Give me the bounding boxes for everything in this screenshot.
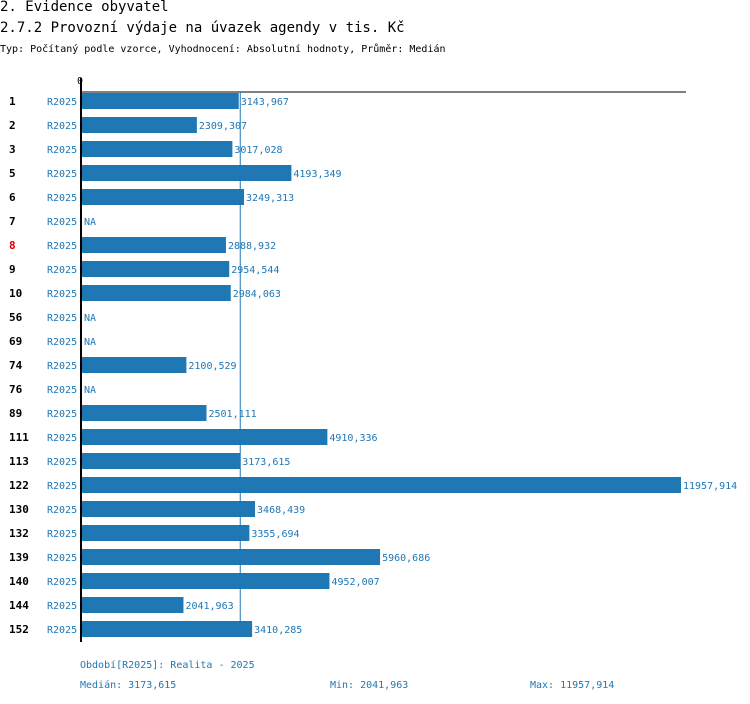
series-label: R2025	[47, 289, 77, 300]
bar-value-label: 2954,544	[231, 265, 279, 276]
period-legend: Období[R2025]: Realita - 2025	[80, 660, 255, 671]
category-label: 144	[9, 599, 29, 612]
bar-value-label: 2888,932	[228, 241, 276, 252]
bar-value-label: NA	[84, 217, 96, 228]
category-label: 56	[9, 311, 23, 324]
category-label: 130	[9, 503, 29, 516]
bar-value-label: 3468,439	[257, 505, 305, 516]
category-label: 6	[9, 191, 16, 204]
bar-value-label: 2041,963	[185, 601, 233, 612]
bar-value-label: 11957,914	[683, 481, 737, 492]
series-label: R2025	[47, 241, 77, 252]
bar-value-label: 2100,529	[188, 361, 236, 372]
bar-value-label: 3017,028	[234, 145, 282, 156]
median-summary: Medián: 3173,615	[80, 680, 177, 691]
bar	[81, 285, 231, 301]
bar-value-label: 4193,349	[293, 169, 341, 180]
series-label: R2025	[47, 217, 77, 228]
category-label: 74	[9, 359, 23, 372]
category-label: 111	[9, 431, 29, 444]
series-label: R2025	[47, 97, 77, 108]
series-label: R2025	[47, 529, 77, 540]
bar	[81, 93, 239, 109]
bar	[81, 117, 197, 133]
series-label: R2025	[47, 121, 77, 132]
bar-value-label: 2501,111	[208, 409, 256, 420]
min-summary: Min: 2041,963	[330, 680, 409, 691]
series-label: R2025	[47, 313, 77, 324]
series-label: R2025	[47, 193, 77, 204]
series-label: R2025	[47, 553, 77, 564]
category-label: 8	[9, 239, 16, 252]
category-label: 132	[9, 527, 29, 540]
bar	[81, 357, 187, 373]
bar	[81, 501, 256, 517]
category-label: 7	[9, 215, 16, 228]
bar	[81, 189, 245, 205]
bar	[81, 261, 230, 277]
series-label: R2025	[47, 337, 77, 348]
series-label: R2025	[47, 265, 77, 276]
bar	[81, 141, 233, 157]
series-label: R2025	[47, 577, 77, 588]
bar-value-label: 4910,336	[329, 433, 377, 444]
bar-value-label: 3355,694	[251, 529, 299, 540]
bar-value-label: NA	[84, 313, 96, 324]
series-label: R2025	[47, 505, 77, 516]
bar-value-label: 4952,007	[331, 577, 379, 588]
section-heading: 2. Evidence obyvatel	[0, 0, 169, 15]
bar-value-label: 3249,313	[246, 193, 294, 204]
bar-value-label: 5960,686	[382, 553, 430, 564]
category-label: 3	[9, 143, 16, 156]
bar	[81, 525, 250, 541]
category-label: 10	[9, 287, 22, 300]
bar	[81, 453, 241, 469]
series-label: R2025	[47, 601, 77, 612]
series-label: R2025	[47, 145, 77, 156]
series-label: R2025	[47, 457, 77, 468]
series-label: R2025	[47, 409, 77, 420]
bar	[81, 549, 381, 565]
category-label: 89	[9, 407, 22, 420]
bar	[81, 477, 681, 493]
category-label: 122	[9, 479, 29, 492]
series-label: R2025	[47, 481, 77, 492]
max-summary: Max: 11957,914	[530, 680, 615, 691]
series-label: R2025	[47, 385, 77, 396]
category-label: 69	[9, 335, 22, 348]
series-label: R2025	[47, 433, 77, 444]
category-label: 139	[9, 551, 29, 564]
bar	[81, 429, 328, 445]
category-label: 113	[9, 455, 29, 468]
bar-value-label: NA	[84, 337, 96, 348]
bar-value-label: 3143,967	[241, 97, 289, 108]
bar-value-label: 2309,307	[199, 121, 247, 132]
bar	[81, 573, 330, 589]
chart-subtitle: Typ: Počítaný podle vzorce, Vyhodnocení:…	[0, 44, 446, 55]
category-label: 152	[9, 623, 29, 636]
bar	[81, 165, 292, 181]
bar-value-label: 3410,285	[254, 625, 302, 636]
category-label: 2	[9, 119, 16, 132]
category-label: 5	[9, 167, 16, 180]
category-label: 140	[9, 575, 29, 588]
bar	[81, 237, 226, 253]
series-label: R2025	[47, 169, 77, 180]
bar-value-label: 2984,063	[233, 289, 281, 300]
chart-title: 2.7.2 Provozní výdaje na úvazek agendy v…	[0, 20, 405, 36]
category-label: 9	[9, 263, 16, 276]
bar	[81, 405, 207, 421]
bar-value-label: NA	[84, 385, 96, 396]
series-label: R2025	[47, 625, 77, 636]
bar	[81, 597, 184, 613]
series-label: R2025	[47, 361, 77, 372]
bar	[81, 621, 253, 637]
bar-value-label: 3173,615	[242, 457, 290, 468]
category-label: 76	[9, 383, 23, 396]
category-label: 1	[9, 95, 16, 108]
